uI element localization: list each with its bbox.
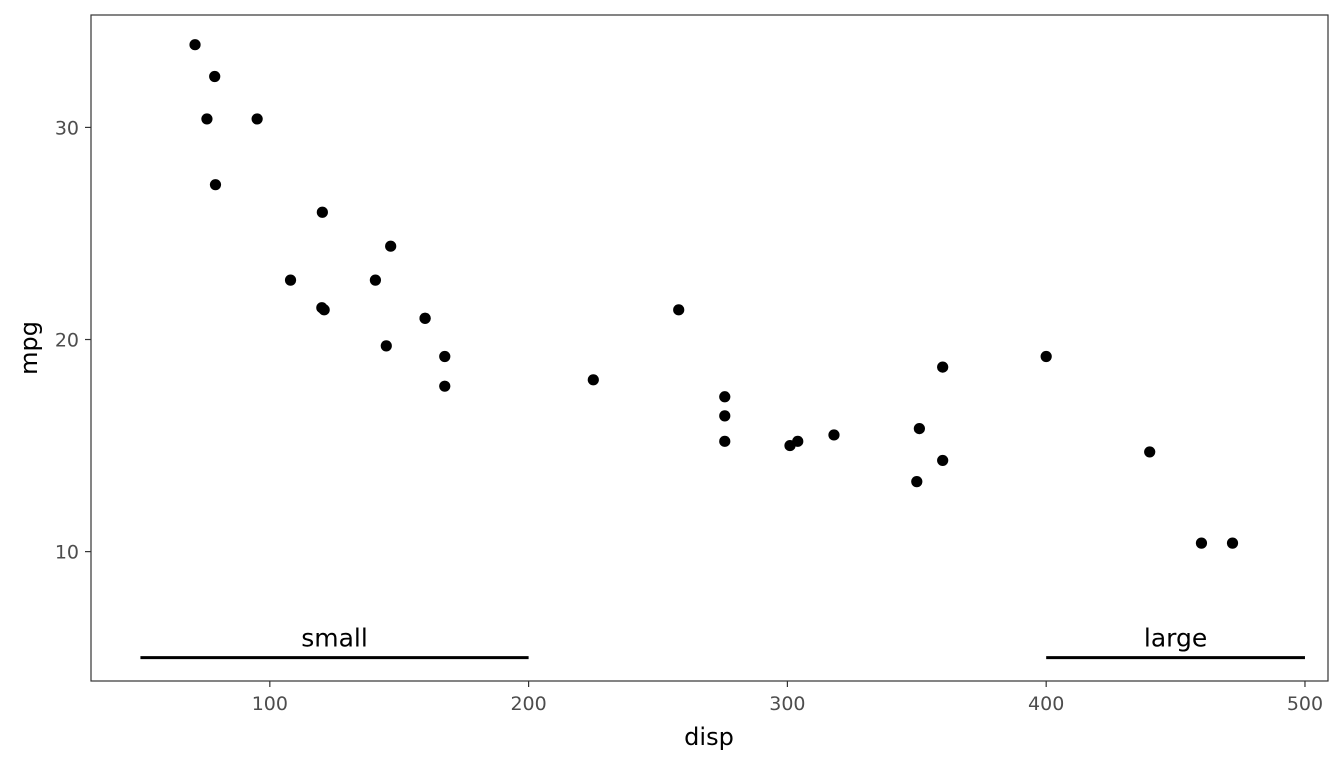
y-axis: 10 20 30 xyxy=(55,117,91,564)
data-point xyxy=(937,454,949,467)
x-axis: 100 200 300 400 500 xyxy=(252,681,1323,715)
data-point xyxy=(209,179,222,191)
data-point xyxy=(439,380,451,392)
x-tick-label: 500 xyxy=(1287,693,1323,715)
data-point xyxy=(251,113,263,125)
x-tick-label: 100 xyxy=(252,693,288,715)
x-axis-title: disp xyxy=(684,723,734,751)
data-point xyxy=(369,274,382,286)
data-point xyxy=(911,476,923,488)
data-point xyxy=(1040,350,1052,363)
data-point xyxy=(209,70,221,83)
panel-border xyxy=(90,14,1329,682)
data-point xyxy=(385,240,397,252)
point-layer xyxy=(189,39,1239,549)
data-point xyxy=(719,410,731,422)
data-point xyxy=(913,422,925,435)
data-point xyxy=(719,391,731,403)
data-point xyxy=(316,206,328,218)
data-point xyxy=(719,435,731,447)
data-point xyxy=(380,340,392,352)
data-point xyxy=(189,39,201,51)
annotation-label: small xyxy=(301,624,368,653)
data-point xyxy=(673,304,685,316)
data-point xyxy=(1195,537,1208,549)
annotation-layer: small large xyxy=(140,624,1305,660)
data-point xyxy=(1226,537,1239,549)
data-point xyxy=(1144,446,1156,458)
data-point xyxy=(318,304,330,316)
data-point xyxy=(937,361,949,373)
data-point xyxy=(784,439,796,452)
data-point xyxy=(284,274,297,286)
x-tick-label: 300 xyxy=(769,693,805,715)
y-axis-title: mpg xyxy=(15,321,43,375)
data-point xyxy=(201,113,213,125)
y-tick-label: 10 xyxy=(55,542,79,564)
data-point xyxy=(419,312,431,324)
data-point xyxy=(587,374,599,386)
annotation-label: large xyxy=(1144,624,1207,653)
y-tick-label: 20 xyxy=(55,330,79,352)
x-tick-label: 400 xyxy=(1028,693,1064,715)
data-point xyxy=(828,429,840,441)
data-point xyxy=(439,350,451,363)
x-tick-label: 200 xyxy=(510,693,546,715)
y-tick-label: 30 xyxy=(55,117,79,139)
